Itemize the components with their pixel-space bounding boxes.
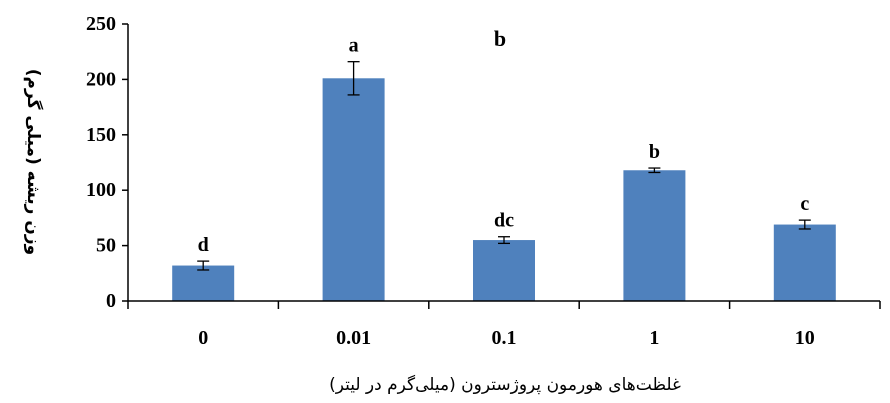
panel-label: b (494, 26, 506, 51)
bar (773, 224, 836, 301)
y-tick-label: 150 (86, 124, 116, 146)
y-tick-label: 100 (86, 179, 116, 201)
y-tick-label: 250 (86, 13, 116, 35)
significance-labels: d a dc b c (198, 35, 810, 256)
significance-letter: d (198, 234, 209, 256)
y-tick-label: 200 (86, 68, 116, 90)
x-tick-label: 1 (649, 327, 659, 349)
bar (172, 265, 235, 301)
y-axis-ticks: 0 50 100 150 200 250 (86, 13, 128, 312)
significance-letter: b (649, 141, 660, 163)
y-axis-title: وزن ریشه (میلی گرم) (23, 69, 44, 255)
bar (473, 240, 535, 301)
x-axis-title: غلظت‌های هورمون پروژسترون (میلی‌گرم در ل… (329, 374, 681, 395)
y-tick-label: 0 (106, 290, 116, 312)
x-tick-label: 10 (795, 327, 815, 349)
bars (172, 78, 836, 302)
bar (322, 78, 385, 302)
y-tick-label: 50 (96, 235, 116, 257)
x-tick-label: 0 (198, 327, 208, 349)
x-axis-ticks: 0 0.01 0.1 1 10 (127, 301, 881, 349)
bar (623, 170, 686, 301)
significance-letter: c (800, 193, 809, 215)
significance-letter: a (349, 35, 359, 57)
x-tick-label: 0.01 (336, 327, 371, 349)
error-bars (197, 61, 811, 271)
x-tick-label: 0.1 (492, 327, 517, 349)
significance-letter: dc (494, 210, 514, 232)
